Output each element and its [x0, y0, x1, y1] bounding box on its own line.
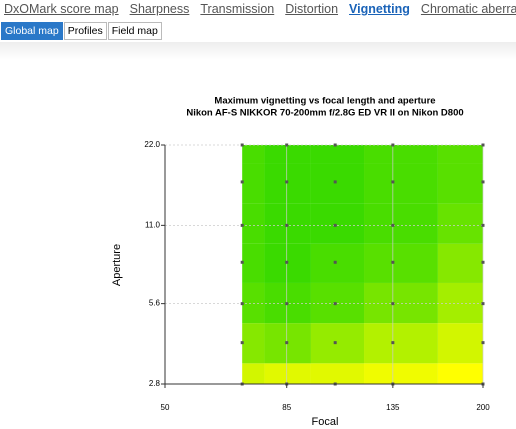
data-point [481, 341, 485, 345]
heat-cell [264, 145, 311, 164]
heat-cell [310, 323, 365, 364]
sub-tab[interactable]: Profiles [63, 22, 107, 40]
data-point [333, 223, 337, 227]
heat-cell [264, 203, 311, 244]
heat-cell [310, 163, 365, 204]
heat-cell [264, 363, 311, 384]
heat-cell [364, 243, 438, 283]
separator [0, 42, 516, 60]
heat-cell [242, 282, 265, 324]
sub-tab[interactable]: Field map [107, 22, 162, 40]
data-point [391, 341, 395, 345]
y-tick-label: 11.0 [145, 220, 161, 229]
heat-cell [437, 323, 483, 364]
heat-cell [310, 203, 365, 244]
heat-cell [310, 282, 365, 324]
x-tick-label: 135 [386, 403, 400, 412]
sub-tabs: Global map Profiles Field map [1, 22, 163, 40]
heat-cell [437, 282, 483, 324]
data-point [285, 223, 289, 227]
y-axis-label: Aperture [111, 244, 123, 286]
heat-cell [437, 363, 483, 384]
heat-cell [437, 243, 483, 283]
data-point [481, 143, 485, 147]
heat-cell [242, 163, 265, 204]
heat-cell [364, 203, 438, 244]
data-point [391, 180, 395, 184]
data-point [285, 143, 289, 147]
data-point [391, 223, 395, 227]
x-tick-label: 85 [282, 403, 291, 412]
nav-tab[interactable]: Sharpness [129, 2, 190, 16]
heat-cell [310, 243, 365, 283]
nav-tab[interactable]: Transmission [200, 2, 275, 16]
heat-cell [242, 203, 265, 244]
data-point [333, 341, 337, 345]
data-point [285, 180, 289, 184]
heat-cell [242, 243, 265, 283]
heat-cell [242, 363, 265, 384]
heat-cell [437, 163, 483, 204]
heat-cell [242, 145, 265, 164]
nav-tab[interactable]: Chromatic aberration [420, 2, 516, 16]
nav-tab[interactable]: Distortion [285, 2, 339, 16]
data-point [481, 260, 485, 264]
heat-cell [364, 323, 438, 364]
y-tick-label: 2.8 [149, 379, 161, 388]
chart-title: Maximum vignetting vs focal length and a… [214, 96, 435, 107]
x-tick-label: 200 [476, 403, 490, 412]
data-point [391, 143, 395, 147]
data-point [333, 180, 337, 184]
data-point [240, 260, 244, 264]
heat-cell [437, 203, 483, 244]
nav-tabs: DxOMark score map Sharpness Transmission Di… [4, 2, 516, 16]
heat-cell [364, 363, 438, 384]
data-point [333, 143, 337, 147]
data-point [481, 180, 485, 184]
sub-tab[interactable]: Global map [1, 22, 63, 40]
heat-cell [264, 163, 311, 204]
heat-cell [364, 163, 438, 204]
data-point [240, 302, 244, 306]
data-point [481, 223, 485, 227]
heat-cell [437, 145, 483, 164]
x-axis-label: Focal [312, 416, 339, 428]
data-point [333, 260, 337, 264]
heat-cell [364, 282, 438, 324]
chart-subtitle: Nikon AF-S NIKKOR 70-200mm f/2.8G ED VR … [186, 108, 463, 119]
data-point [333, 302, 337, 306]
y-tick-label: 22.0 [144, 140, 160, 149]
x-tick-label: 50 [161, 403, 170, 412]
data-point [285, 260, 289, 264]
data-point [481, 302, 485, 306]
data-point [240, 223, 244, 227]
nav-tab[interactable]: Vignetting [349, 2, 410, 16]
data-point [285, 341, 289, 345]
data-point [240, 341, 244, 345]
heat-cell [310, 363, 365, 384]
heat-cell [242, 323, 265, 364]
y-tick-label: 5.6 [149, 299, 161, 308]
nav-tab[interactable]: DxOMark score map [4, 2, 119, 16]
data-point [391, 302, 395, 306]
data-point [391, 260, 395, 264]
heat-cell [364, 145, 438, 164]
data-point [240, 180, 244, 184]
data-point [240, 143, 244, 147]
data-point [285, 302, 289, 306]
heat-cell [310, 145, 365, 164]
